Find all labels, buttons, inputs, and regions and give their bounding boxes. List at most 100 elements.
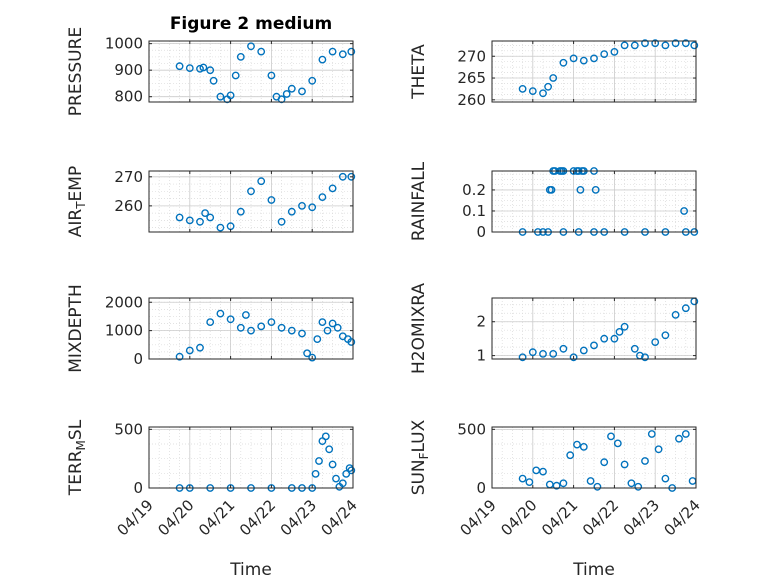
x-tick-label: 04/23 bbox=[277, 496, 320, 539]
data-point bbox=[681, 430, 690, 438]
data-point bbox=[610, 48, 619, 56]
panel-5: 0 1000 2000 MIXDEPTH bbox=[66, 284, 356, 373]
data-point bbox=[267, 71, 276, 80]
y-tick-label: 270 bbox=[457, 47, 486, 65]
x-tick-label: 04/19 bbox=[114, 496, 157, 539]
figure-title: Figure 2 medium bbox=[170, 14, 332, 34]
data-point bbox=[196, 217, 204, 226]
data-point bbox=[579, 56, 588, 65]
y-tick-label: 500 bbox=[457, 420, 486, 438]
x-tick-label: 04/24 bbox=[318, 496, 361, 539]
data-point bbox=[569, 353, 578, 362]
data-point bbox=[185, 64, 194, 73]
data-point bbox=[641, 457, 649, 465]
data-point bbox=[185, 216, 194, 225]
data-point bbox=[328, 184, 337, 193]
data-point bbox=[241, 311, 250, 319]
data-point bbox=[347, 466, 356, 475]
data-point bbox=[559, 58, 568, 67]
data-point bbox=[298, 329, 306, 338]
data-point bbox=[216, 309, 225, 318]
x-tick-label: 04/21 bbox=[538, 496, 581, 539]
x-tick-label: 04/22 bbox=[236, 496, 279, 539]
y-axis-label: TERRMSL bbox=[66, 419, 88, 496]
data-point bbox=[576, 185, 585, 194]
panel-3: 260 270 AIRTEMP bbox=[66, 166, 356, 237]
data-point bbox=[226, 315, 235, 324]
data-point bbox=[209, 76, 218, 85]
data-point bbox=[282, 90, 291, 98]
data-point bbox=[591, 185, 600, 194]
axes-box bbox=[491, 297, 697, 360]
y-tick-label: 270 bbox=[114, 168, 143, 186]
data-point bbox=[528, 87, 537, 96]
data-point bbox=[641, 353, 649, 362]
data-point bbox=[236, 53, 245, 61]
data-point bbox=[333, 323, 342, 332]
data-point bbox=[185, 346, 194, 355]
data-point bbox=[231, 71, 240, 80]
data-point bbox=[298, 201, 306, 210]
y-tick-label: 260 bbox=[457, 91, 486, 109]
data-point bbox=[654, 445, 663, 454]
data-point bbox=[586, 477, 595, 485]
data-point bbox=[247, 326, 255, 335]
data-point bbox=[651, 39, 660, 48]
y-tick-label: 0 bbox=[133, 479, 143, 497]
y-axis-label: PRESSURE bbox=[66, 27, 86, 116]
data-point bbox=[620, 41, 629, 50]
y-tick-label: 800 bbox=[114, 88, 143, 106]
data-point bbox=[216, 92, 225, 101]
data-point bbox=[518, 85, 527, 93]
x-tick-label: 04/23 bbox=[620, 496, 663, 539]
data-point bbox=[539, 349, 547, 358]
data-point bbox=[328, 460, 337, 469]
y-axis-label: SUNFLUX bbox=[409, 419, 431, 495]
data-point bbox=[175, 213, 184, 222]
data-point bbox=[518, 353, 527, 362]
data-point bbox=[661, 41, 670, 50]
y-axis-label: RAINFALL bbox=[409, 161, 429, 241]
data-point bbox=[579, 442, 588, 451]
y-tick-label: 1000 bbox=[105, 35, 143, 53]
data-point bbox=[559, 479, 568, 488]
x-tick-label: 04/19 bbox=[457, 496, 500, 539]
axes-box bbox=[491, 426, 697, 489]
data-point bbox=[651, 338, 660, 346]
data-point bbox=[600, 458, 609, 467]
data-point bbox=[610, 334, 619, 343]
data-point bbox=[287, 326, 296, 335]
x-axis-label-right: Time bbox=[572, 560, 615, 580]
data-point bbox=[277, 323, 286, 332]
data-point bbox=[206, 66, 215, 75]
data-point bbox=[544, 82, 552, 91]
y-tick-label: 1000 bbox=[105, 322, 143, 340]
data-point bbox=[328, 47, 337, 56]
data-point bbox=[206, 213, 215, 222]
data-point bbox=[681, 304, 690, 313]
data-point bbox=[590, 341, 598, 350]
data-point bbox=[342, 469, 351, 478]
data-point bbox=[613, 439, 622, 448]
data-point bbox=[579, 346, 588, 355]
data-point bbox=[267, 318, 276, 326]
data-point bbox=[318, 318, 327, 326]
x-tick-label: 04/21 bbox=[195, 496, 238, 539]
data-point bbox=[641, 39, 649, 48]
data-point bbox=[661, 474, 670, 483]
data-point bbox=[347, 47, 356, 56]
data-point bbox=[175, 352, 184, 361]
y-tick-label: 0 bbox=[476, 223, 486, 241]
data-point bbox=[247, 187, 255, 196]
data-point bbox=[199, 63, 208, 72]
data-point bbox=[311, 469, 320, 478]
x-axis-label-left: Time bbox=[229, 560, 272, 580]
data-point bbox=[328, 319, 337, 328]
panel-1: 800 900 1000 PRESSURE bbox=[66, 27, 356, 116]
data-point bbox=[620, 322, 629, 331]
data-point bbox=[681, 39, 690, 48]
data-point bbox=[680, 207, 688, 215]
data-point bbox=[539, 89, 547, 98]
